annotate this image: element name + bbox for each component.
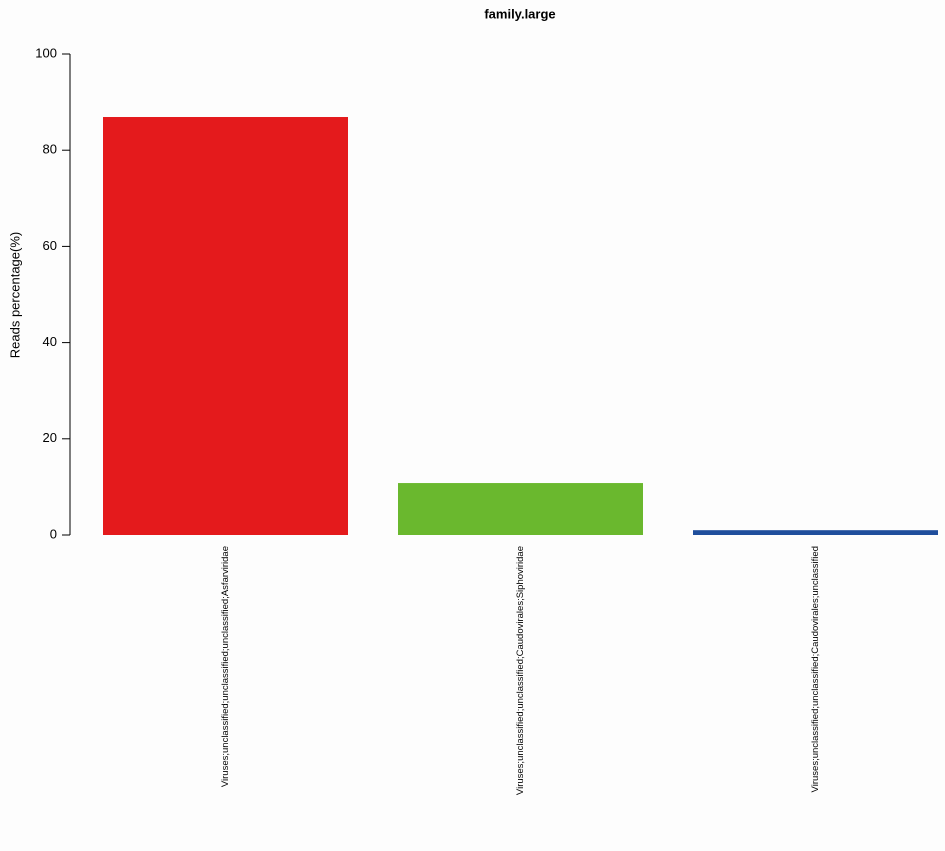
x-tick-label: Viruses;unclassified;unclassified;unclas… [220, 546, 231, 787]
y-tick-label: 60 [43, 238, 57, 253]
x-tick-label: Viruses;unclassified;unclassified;Caudov… [515, 546, 526, 795]
y-axis-label: Reads percentage(%) [7, 232, 22, 358]
y-tick-label: 80 [43, 142, 57, 157]
y-tick-label: 40 [43, 334, 57, 349]
y-tick-label: 100 [35, 45, 57, 60]
chart-title: family.large [484, 6, 555, 21]
y-tick-label: 20 [43, 430, 57, 445]
y-tick-label: 0 [50, 526, 57, 541]
bar [398, 483, 643, 535]
bar [103, 117, 348, 536]
bar [693, 530, 938, 535]
x-tick-label: Viruses;unclassified;unclassified;Caudov… [810, 546, 821, 792]
